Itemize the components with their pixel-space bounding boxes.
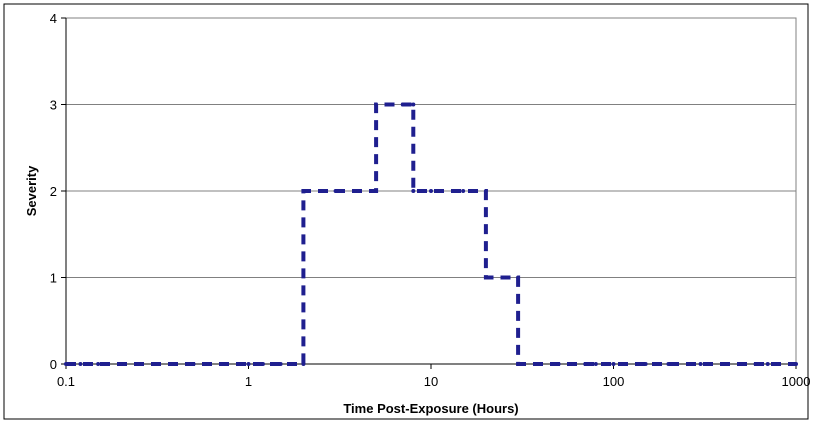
data-point	[556, 362, 561, 366]
data-point	[516, 275, 521, 280]
data-point	[776, 362, 781, 366]
y-tick-label: 3	[50, 98, 57, 113]
data-point	[611, 362, 616, 366]
data-point	[583, 362, 588, 366]
data-point	[571, 362, 576, 366]
data-point	[151, 362, 156, 366]
data-point	[721, 362, 726, 366]
data-point	[191, 362, 196, 366]
data-point	[794, 362, 798, 366]
y-tick-label: 1	[50, 271, 57, 286]
y-tick-label: 2	[50, 184, 57, 199]
data-point	[400, 102, 405, 107]
data-point	[411, 189, 416, 193]
data-point	[483, 189, 488, 193]
data-point	[301, 362, 306, 366]
data-point	[411, 102, 416, 107]
data-point	[319, 189, 324, 193]
data-point	[538, 362, 543, 366]
data-point	[739, 362, 744, 366]
data-point	[118, 362, 123, 366]
x-tick-label: 1	[245, 374, 252, 389]
data-point	[753, 362, 758, 366]
data-point	[461, 189, 466, 193]
data-point	[136, 362, 141, 366]
x-tick-label: 1000	[782, 374, 811, 389]
data-point	[64, 362, 68, 366]
y-axis-title: Severity	[24, 165, 39, 216]
data-point	[374, 102, 379, 107]
data-point	[260, 362, 265, 366]
data-point	[96, 362, 101, 366]
data-point	[429, 189, 433, 193]
x-axis-title: Time Post-Exposure (Hours)	[343, 401, 518, 416]
data-point	[643, 362, 648, 366]
data-point	[246, 362, 251, 366]
data-point	[516, 362, 521, 366]
x-tick-label: 100	[603, 374, 625, 389]
data-point	[666, 362, 671, 366]
data-point	[698, 362, 703, 366]
data-point	[173, 362, 178, 366]
series-line	[66, 102, 796, 366]
data-point	[388, 102, 393, 107]
series-layer	[64, 102, 798, 366]
data-point	[483, 275, 488, 280]
data-point	[374, 189, 379, 193]
x-tick-label: 0.1	[57, 374, 75, 389]
data-point	[223, 362, 228, 366]
data-point	[765, 362, 770, 366]
y-tick-label: 0	[50, 357, 57, 372]
data-point	[301, 189, 306, 193]
data-point	[356, 189, 361, 193]
data-point	[78, 362, 83, 366]
axis-ticks: 0 1 2 3 4 0.1 1 10 100 1000	[50, 11, 811, 389]
data-point	[501, 275, 506, 280]
y-tick-label: 4	[50, 11, 57, 26]
x-tick-label: 10	[424, 374, 438, 389]
data-point	[278, 362, 283, 366]
data-point	[206, 362, 211, 366]
data-point	[333, 189, 338, 193]
data-point	[593, 362, 598, 366]
